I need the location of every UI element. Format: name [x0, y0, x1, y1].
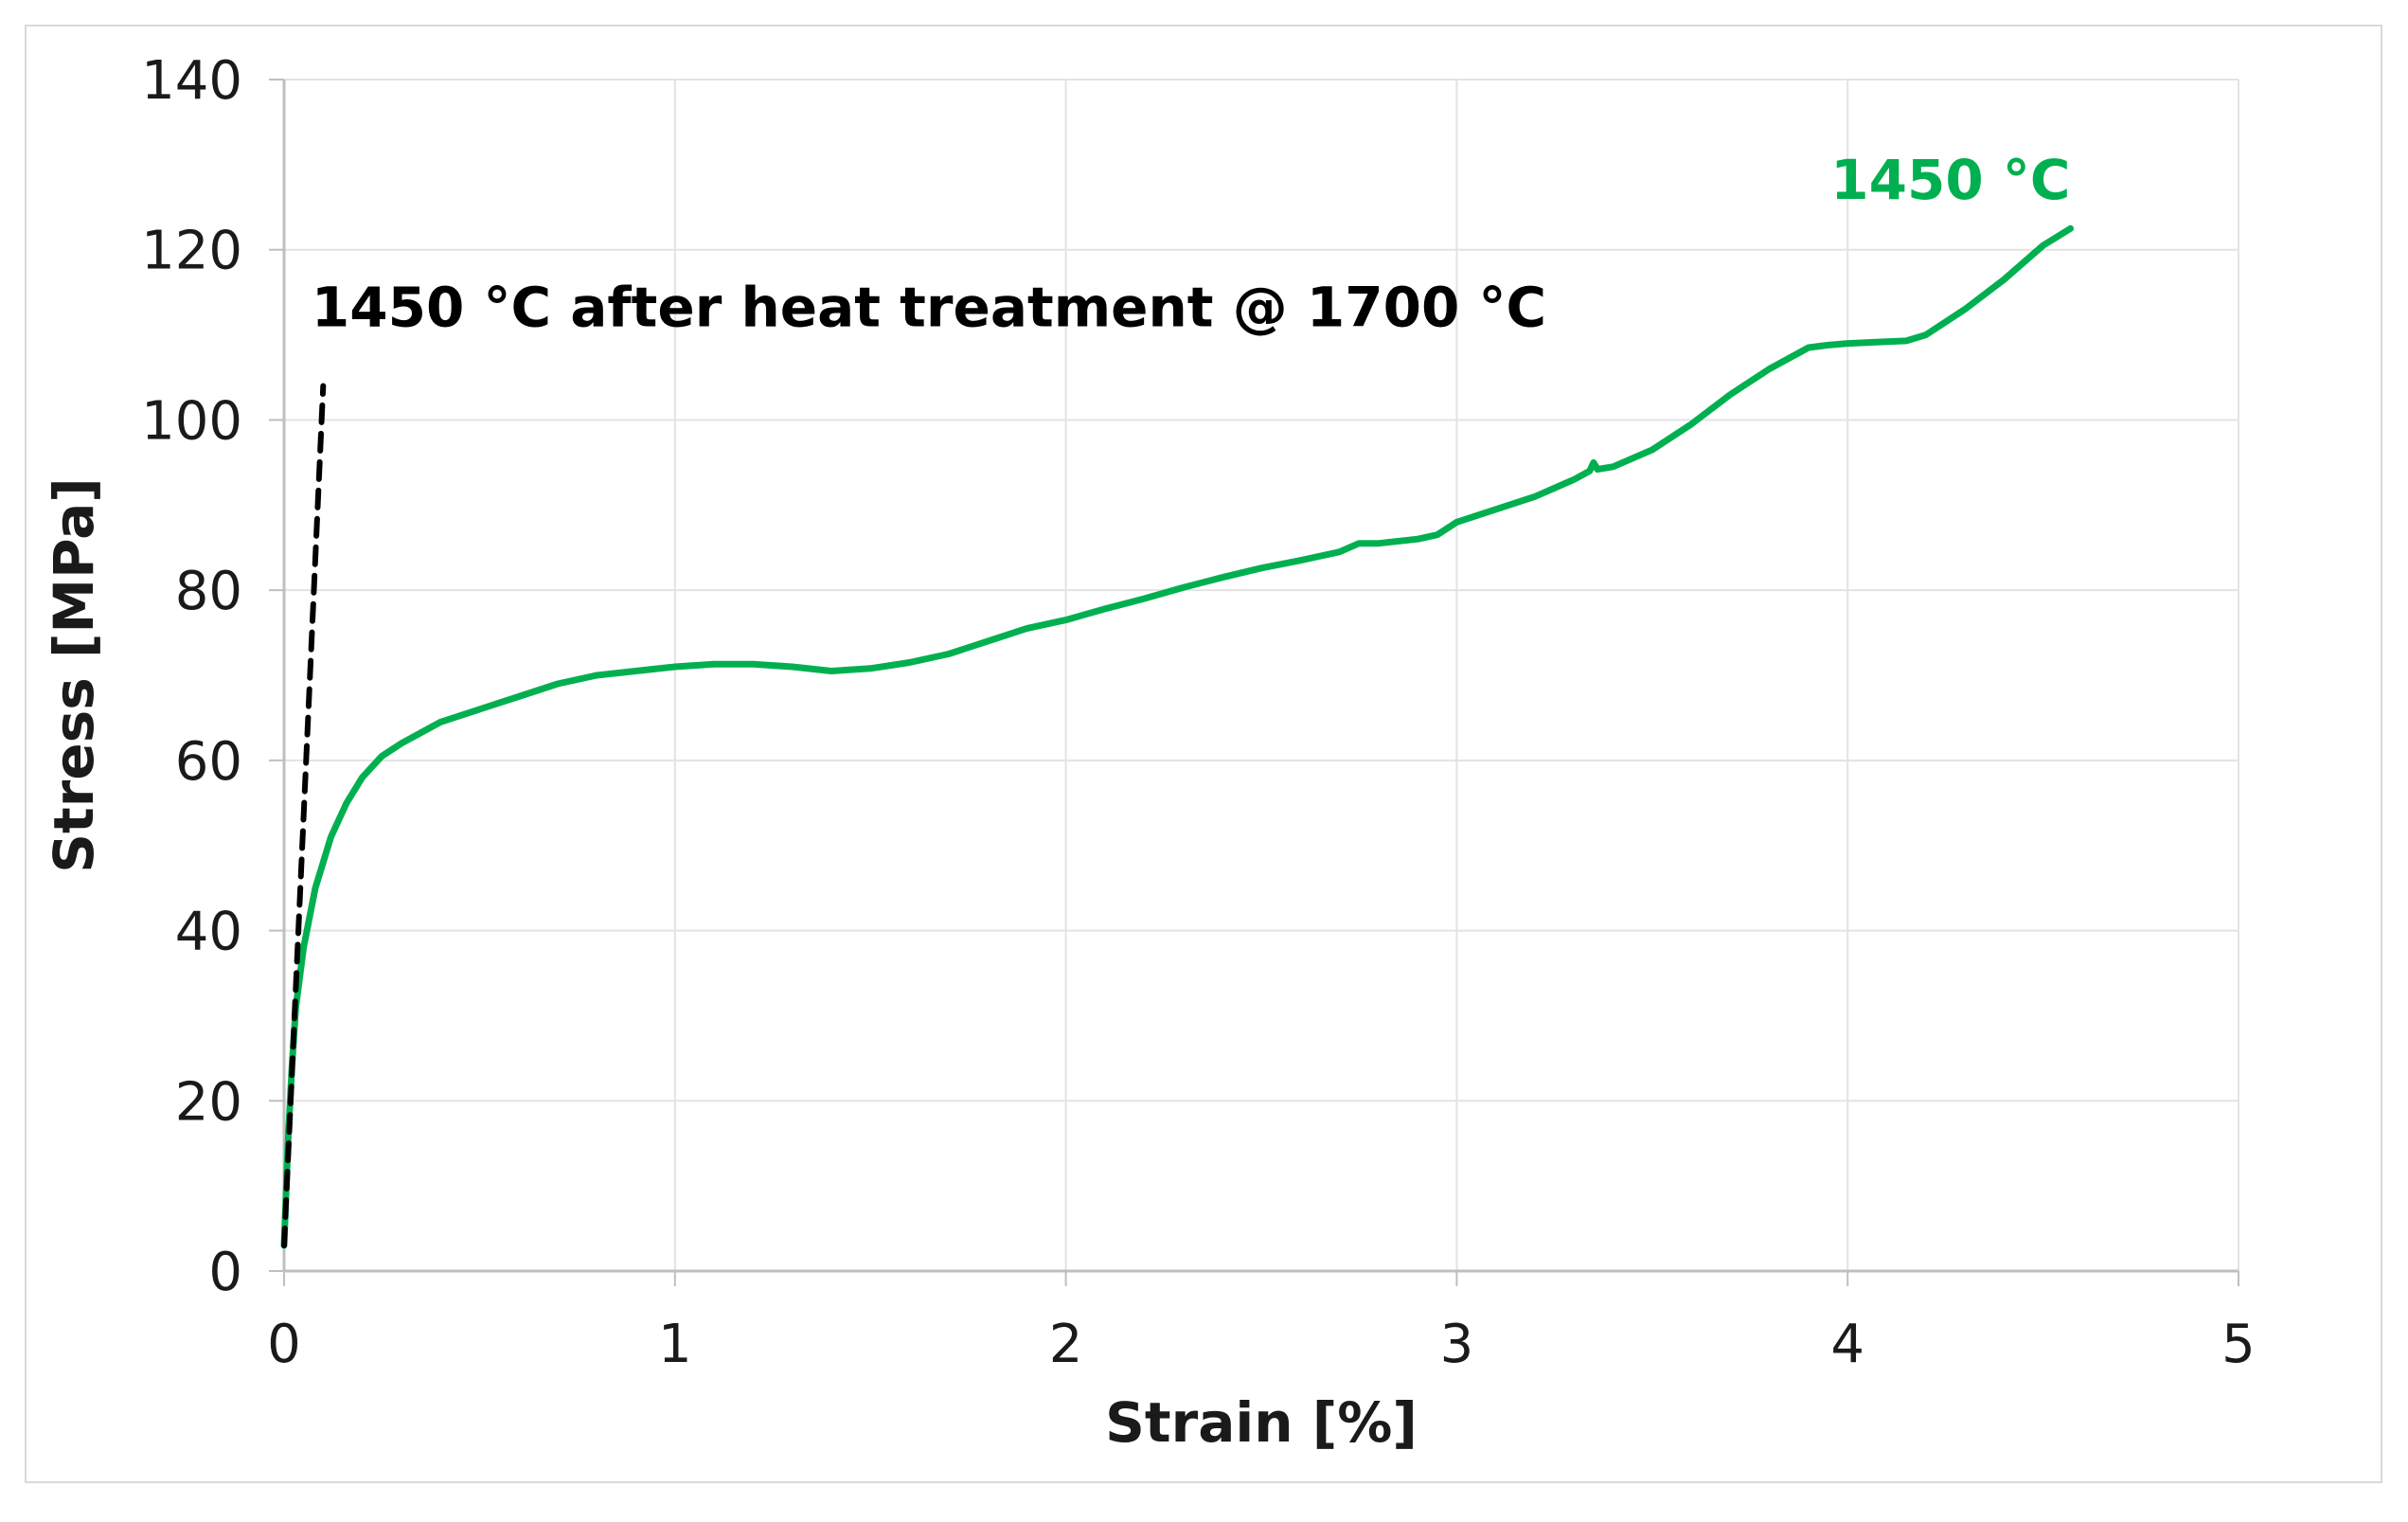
series-line-heat-treated [281, 383, 327, 1248]
chart-frame: 0 20 40 60 80 100 120 140 0 1 2 3 4 5 Strain [%] Stre… [25, 25, 2382, 1483]
x-tick-label: 0 [267, 1314, 301, 1375]
y-tick-label: 120 [141, 221, 242, 282]
axis-layer [269, 79, 2239, 1286]
x-tick-label: 3 [1440, 1314, 1474, 1375]
label-layer: 0 20 40 60 80 100 120 140 0 1 2 3 4 5 [141, 50, 2256, 1375]
y-axis-title: Stress [MPa] [42, 477, 106, 873]
x-tick-label: 4 [1830, 1314, 1864, 1375]
y-tick-label: 140 [141, 50, 242, 112]
x-tick-label: 5 [2221, 1314, 2256, 1375]
y-tick-label: 0 [208, 1242, 242, 1303]
stress-strain-chart: 0 20 40 60 80 100 120 140 0 1 2 3 4 5 Strain [%] Stre… [42, 50, 2256, 1455]
series-label-1450c: 1450 °C [1830, 148, 2070, 212]
series-line-1450c [280, 224, 2074, 1249]
y-tick-label: 80 [175, 561, 242, 622]
series-label-heat-treated: 1450 °C after heat treatment @ 1700 °C [312, 276, 1546, 340]
y-tick-label: 20 [175, 1071, 242, 1133]
x-tick-label: 1 [658, 1314, 692, 1375]
grid-layer [284, 79, 2239, 1271]
y-tick-label: 40 [175, 902, 242, 963]
y-tick-label: 100 [141, 390, 242, 452]
y-tick-label: 60 [175, 731, 242, 793]
x-axis-title: Strain [%] [1105, 1390, 1418, 1455]
series-layer [280, 224, 2074, 1249]
x-tick-label: 2 [1049, 1314, 1083, 1375]
